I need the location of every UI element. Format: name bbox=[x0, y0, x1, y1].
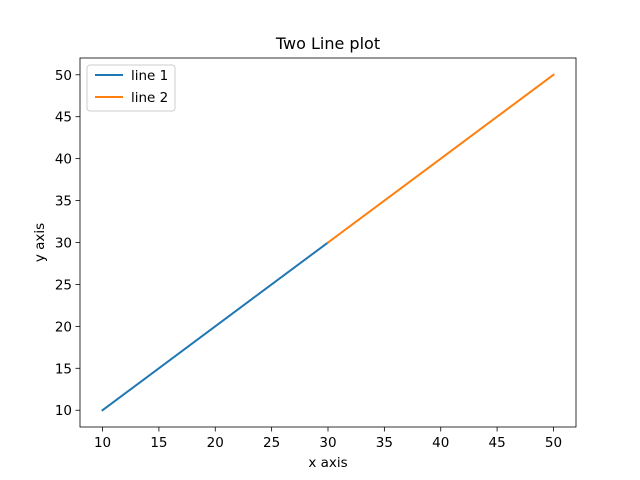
y-tick-label: 15 bbox=[55, 361, 72, 377]
y-axis-label: y axis bbox=[32, 223, 48, 262]
y-tick-label: 30 bbox=[55, 236, 72, 252]
y-axis-ticks: 10 15 20 25 30 35 40 45 50 bbox=[55, 68, 80, 419]
x-axis-ticks: 10 15 20 25 30 35 40 45 50 bbox=[94, 427, 562, 451]
series-line-1 bbox=[101, 241, 330, 412]
y-tick-label: 50 bbox=[55, 68, 72, 84]
legend-box bbox=[86, 64, 176, 112]
y-tick-label: 40 bbox=[55, 152, 72, 168]
legend-label-line-2: line 2 bbox=[131, 90, 168, 106]
x-tick-label: 20 bbox=[207, 435, 224, 451]
y-tick-label: 45 bbox=[55, 110, 72, 126]
plot-area-frame bbox=[79, 57, 577, 428]
x-tick-label: 40 bbox=[432, 435, 449, 451]
x-tick-label: 15 bbox=[150, 435, 167, 451]
y-tick-label: 25 bbox=[55, 277, 72, 293]
x-tick-label: 35 bbox=[376, 435, 393, 451]
y-tick-label: 10 bbox=[55, 403, 72, 419]
series-lines bbox=[101, 73, 555, 412]
x-tick-label: 25 bbox=[263, 435, 280, 451]
y-tick-label: 20 bbox=[55, 319, 72, 335]
x-axis-label: x axis bbox=[308, 455, 347, 471]
legend: line 1 line 2 bbox=[86, 64, 176, 112]
legend-label-line-1: line 1 bbox=[131, 68, 168, 84]
x-tick-label: 30 bbox=[319, 435, 336, 451]
x-tick-label: 10 bbox=[94, 435, 111, 451]
y-tick-label: 35 bbox=[55, 194, 72, 210]
series-line-2 bbox=[326, 73, 555, 244]
chart-title: Two Line plot bbox=[275, 34, 380, 53]
x-tick-label: 50 bbox=[545, 435, 562, 451]
x-tick-label: 45 bbox=[488, 435, 505, 451]
